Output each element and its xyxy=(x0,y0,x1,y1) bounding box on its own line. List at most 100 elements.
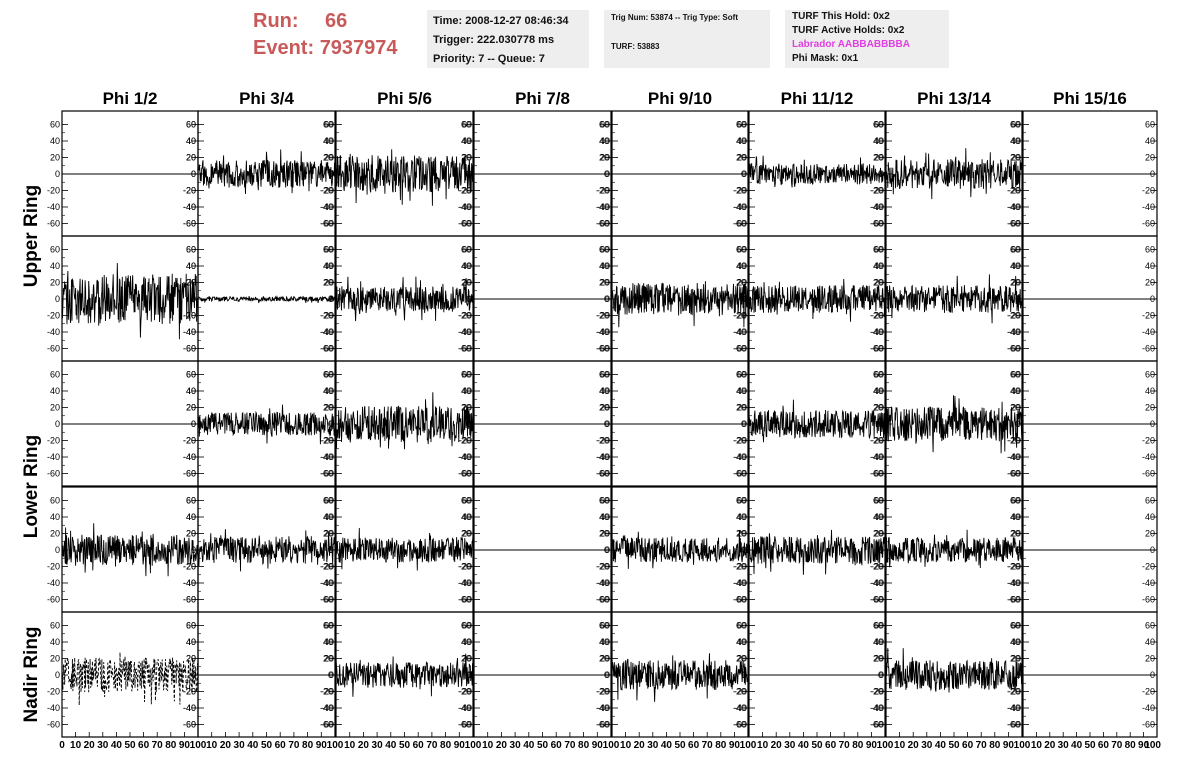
y-tick-label: 40 xyxy=(1145,637,1155,647)
y-tick-label: -20 xyxy=(1142,186,1155,196)
y-tick-label: -40 xyxy=(1007,703,1020,713)
row-label: Lower Ring xyxy=(21,435,42,538)
y-tick-label: 0 xyxy=(1016,169,1021,179)
y-tick-label: -40 xyxy=(458,703,471,713)
y-tick-label: 20 xyxy=(1145,278,1155,288)
y-tick-label: 20 xyxy=(323,403,333,413)
y-tick-label: -40 xyxy=(870,327,883,337)
y-tick-label: 60 xyxy=(736,496,746,506)
x-tick-label: 20 xyxy=(496,740,508,751)
x-tick-label: 70 xyxy=(976,740,988,751)
y-tick-label: -40 xyxy=(870,202,883,212)
y-tick-label: 0 xyxy=(1016,545,1021,555)
y-tick-label: 0 xyxy=(879,294,884,304)
y-tick-label: 20 xyxy=(600,529,610,539)
y-tick-label: 40 xyxy=(736,261,746,271)
y-tick-label: 20 xyxy=(1145,654,1155,664)
y-tick-label: 40 xyxy=(461,261,471,271)
y-tick-label: 40 xyxy=(186,136,196,146)
y-tick-label: 60 xyxy=(600,370,610,380)
waveform-trace xyxy=(748,529,886,575)
row-label: Upper Ring xyxy=(21,185,42,287)
x-tick-label: 0 xyxy=(59,740,65,751)
y-tick-label: 40 xyxy=(323,136,333,146)
y-tick-label: -40 xyxy=(1142,578,1155,588)
y-tick-label: 60 xyxy=(50,621,60,631)
y-tick-label: 40 xyxy=(50,512,60,522)
y-tick-label: -60 xyxy=(458,595,471,605)
y-tick-label: -20 xyxy=(458,562,471,572)
y-tick-label: -20 xyxy=(183,562,196,572)
y-tick-label: -60 xyxy=(596,595,609,605)
y-tick-label: 20 xyxy=(323,153,333,163)
y-tick-label: -60 xyxy=(870,720,883,730)
y-tick-label: 40 xyxy=(1011,136,1021,146)
y-tick-label: 20 xyxy=(462,529,472,539)
y-tick-label: -20 xyxy=(459,186,472,196)
y-tick-label: -60 xyxy=(183,469,196,479)
y-tick-label: -60 xyxy=(870,219,883,229)
y-tick-label: -20 xyxy=(1008,687,1021,697)
x-tick-label: 60 xyxy=(275,740,287,751)
y-tick-label: 20 xyxy=(599,278,609,288)
y-tick-label: -20 xyxy=(47,436,60,446)
y-tick-label: -20 xyxy=(183,562,196,572)
y-tick-label: -60 xyxy=(1142,720,1155,730)
y-tick-label: -40 xyxy=(1007,578,1020,588)
y-tick-label: -40 xyxy=(183,327,196,337)
y-tick-label: 20 xyxy=(737,403,747,413)
y-tick-label: -40 xyxy=(734,327,747,337)
waveform-trace xyxy=(197,529,336,572)
y-tick-label: 0 xyxy=(329,294,334,304)
y-tick-label: 60 xyxy=(737,621,747,631)
y-tick-label: -20 xyxy=(458,436,471,446)
y-tick-label: -60 xyxy=(596,720,609,730)
y-tick-label: -60 xyxy=(871,595,884,605)
x-tick-label: 80 xyxy=(989,740,1001,751)
y-tick-label: 60 xyxy=(874,245,884,255)
y-tick-label: -60 xyxy=(183,720,196,730)
priority-text: Priority: 7 -- Queue: 7 xyxy=(433,53,545,65)
y-tick-label: 60 xyxy=(1010,370,1020,380)
y-tick-label: 40 xyxy=(600,386,610,396)
y-tick-label: -60 xyxy=(321,595,334,605)
y-tick-label: 60 xyxy=(462,370,472,380)
y-tick-label: 40 xyxy=(1145,512,1155,522)
x-tick-label: 50 xyxy=(399,740,411,751)
column-header: Phi 11/12 xyxy=(781,89,854,108)
y-tick-label: -20 xyxy=(870,562,883,572)
y-tick-label: 40 xyxy=(600,261,610,271)
x-tick-label: 20 xyxy=(908,740,920,751)
y-tick-label: -60 xyxy=(1008,219,1021,229)
y-tick-label: 40 xyxy=(737,512,747,522)
y-tick-label: 40 xyxy=(462,136,472,146)
y-tick-label: 40 xyxy=(462,637,472,647)
y-tick-label: 20 xyxy=(873,278,883,288)
waveform-trace xyxy=(885,274,1023,324)
y-tick-label: -40 xyxy=(458,202,471,212)
y-tick-label: 20 xyxy=(873,153,883,163)
y-tick-label: 0 xyxy=(742,169,747,179)
y-tick-label: 40 xyxy=(873,512,883,522)
trig-num-text: Trig Num: 53874 -- Trig Type: Soft xyxy=(611,13,738,22)
y-tick-label: 0 xyxy=(191,670,196,680)
y-tick-label: -40 xyxy=(1008,452,1021,462)
y-tick-label: 20 xyxy=(599,529,609,539)
y-tick-label: -20 xyxy=(734,562,747,572)
y-tick-label: 40 xyxy=(1010,386,1020,396)
y-tick-label: -60 xyxy=(733,595,746,605)
y-tick-label: 40 xyxy=(461,136,471,146)
y-tick-label: -20 xyxy=(183,687,196,697)
y-tick-label: -20 xyxy=(458,311,471,321)
y-tick-label: 60 xyxy=(599,370,609,380)
y-tick-label: -60 xyxy=(321,469,334,479)
y-tick-label: 20 xyxy=(1010,403,1020,413)
waveform-trace xyxy=(885,529,1023,569)
x-tick-label: 30 xyxy=(97,740,109,751)
y-tick-label: -60 xyxy=(597,344,610,354)
y-tick-label: -20 xyxy=(47,687,60,697)
y-tick-label: -40 xyxy=(733,703,746,713)
y-tick-label: 20 xyxy=(1011,403,1021,413)
x-tick-label: 30 xyxy=(1058,740,1070,751)
y-tick-label: -60 xyxy=(1142,595,1155,605)
